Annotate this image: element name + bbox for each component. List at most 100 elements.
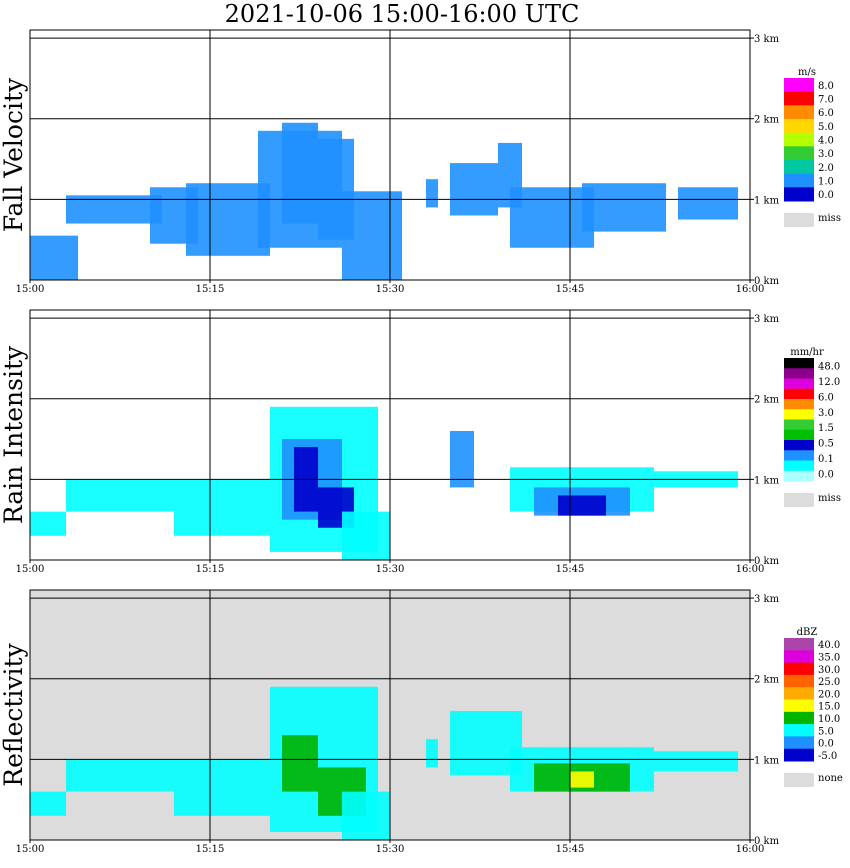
colorbar-label: 15.0 [818,702,840,713]
colorbar-swatch [784,132,814,147]
colorbar-label: 12.0 [818,377,840,388]
colorbar-label: 7.0 [818,95,834,106]
colorbar-label: 20.0 [818,689,840,700]
x-tick-label: 15:00 [16,564,45,575]
colorbar-label: 5.0 [818,726,834,737]
echo-region-12 [558,495,606,516]
colorbar-swatch [784,662,814,676]
echo-region-3 [174,479,270,536]
x-tick-label: 15:45 [556,844,585,855]
y-tick-label: 3 km [754,594,780,605]
colorbar-label: 48.0 [818,362,840,373]
colorbar-swatch [784,470,814,482]
x-tick-label: 15:15 [196,564,225,575]
echo-region-3 [174,759,270,816]
y-tick-label: 1 km [754,755,780,766]
colorbar-unit: mm/hr [790,347,824,358]
colorbar-label: 1.5 [818,423,834,434]
y-axis-label: Reflectivity [0,642,28,786]
colorbar-missing-swatch [784,773,814,787]
colorbar-unit: dBZ [797,627,818,638]
x-tick-label: 15:15 [196,844,225,855]
y-tick-label: 1 km [754,195,780,206]
colorbar-swatch [784,146,814,161]
x-tick-label: 15:30 [376,844,405,855]
echo-region-7 [342,791,390,840]
echo-region-8 [426,739,438,768]
colorbar-swatch [784,419,814,431]
colorbar-swatch [784,711,814,725]
colorbar-label: 30.0 [818,665,840,676]
x-tick-label: 15:45 [556,284,585,295]
x-tick-label: 16:00 [736,844,765,855]
colorbar-swatch [784,378,814,390]
y-tick-label: 3 km [754,34,780,45]
colorbar-swatch [784,368,814,379]
colorbar-missing-swatch [784,213,814,227]
y-tick-label: 2 km [754,395,780,406]
colorbar-swatch [784,187,814,202]
echo-region-1 [30,511,66,536]
y-tick-label: 3 km [754,314,780,325]
echo-region-9 [426,179,438,208]
x-tick-label: 15:30 [376,284,405,295]
colorbar-missing-label: none [818,773,843,784]
echo-region-2 [66,759,174,792]
echo-region-12 [510,187,594,248]
colorbar-label: 0.0 [818,190,834,201]
colorbar-label: 0.1 [818,454,834,465]
colorbar-label: 1.0 [818,177,834,188]
echo-region-8 [342,191,402,280]
echo-region-5 [282,735,318,792]
colorbar-label: -5.0 [818,751,837,762]
colorbar-swatch [784,724,814,737]
echo-region-14 [678,187,738,220]
colorbar-swatch [784,674,814,688]
colorbar-swatch [784,638,814,651]
colorbar-label: 10.0 [818,714,840,725]
colorbar-swatch [784,650,814,664]
echo-region-13 [654,751,738,772]
colorbar-label: 6.0 [818,108,834,119]
y-tick-label: 2 km [754,115,780,126]
colorbar-swatch [784,388,814,400]
colorbar-missing-label: miss [818,213,841,224]
x-tick-label: 15:30 [376,564,405,575]
colorbar-swatch [784,429,814,441]
colorbar-unit: m/s [798,67,816,78]
colorbar-swatch [784,105,814,120]
colorbar-swatch [784,119,814,134]
echo-region-6 [282,122,318,224]
colorbar-label: 5.0 [818,122,834,133]
y-tick-label: 2 km [754,675,780,686]
y-axis-label: Rain Intensity [0,345,28,524]
echo-region-2 [66,195,162,224]
echo-region-1 [30,791,66,816]
colorbar-label: 8.0 [818,81,834,92]
colorbar-missing-label: miss [818,493,841,504]
colorbar-swatch [784,460,814,472]
colorbar-label: 0.5 [818,439,834,450]
echo-region-12 [570,771,594,788]
colorbar-label: 4.0 [818,136,834,147]
colorbar-label: 40.0 [818,640,840,651]
x-tick-label: 16:00 [736,564,765,575]
colorbar-swatch [784,399,814,410]
colorbar-label: 0.0 [818,469,834,480]
colorbar-swatch [784,450,814,461]
y-axis-label: Fall Velocity [0,77,28,232]
panel-2: 15:00 15:15 15:30 15:45 16:000 km 1 km 2 km 3 k… [0,309,841,575]
echo-region-4 [186,183,270,256]
colorbar-swatch [784,173,814,188]
colorbar-swatch [784,358,814,369]
colorbar-label: 6.0 [818,392,834,403]
colorbar-swatch [784,160,814,175]
echo-region-8 [342,511,390,560]
colorbar-swatch [784,687,814,700]
echo-region-13 [582,183,666,232]
x-tick-label: 15:15 [196,284,225,295]
colorbar-swatch [784,409,814,420]
colorbar: mm/hr 48.0 12.0 6.0 3.0 1.5 0.5 0.1 0.0 miss [784,347,841,507]
